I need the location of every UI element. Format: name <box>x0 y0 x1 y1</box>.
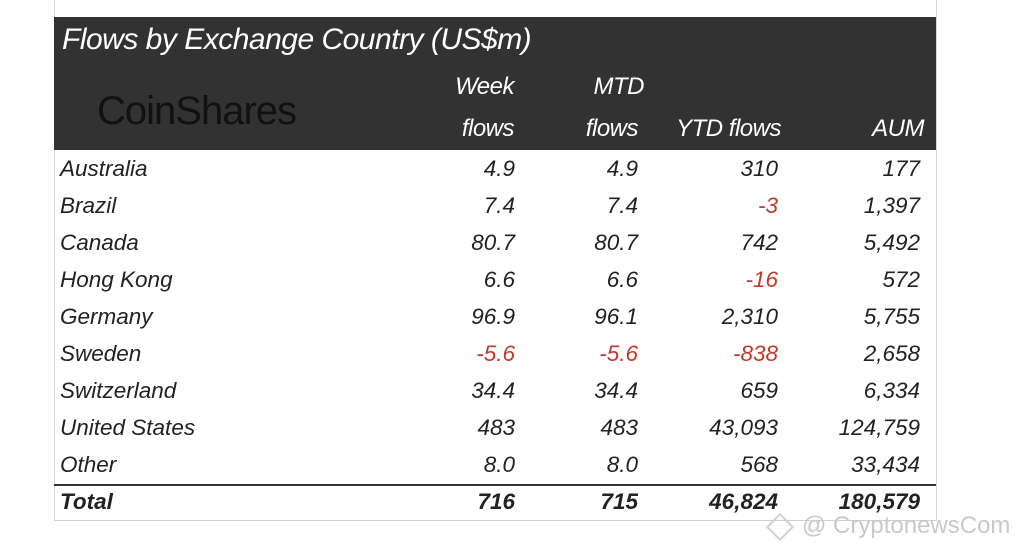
aum-cell: 5,755 <box>863 304 920 329</box>
country-cell: Brazil <box>60 193 117 218</box>
table-header: Flows by Exchange Country (US$m) CoinSha… <box>54 17 936 150</box>
total-divider <box>54 484 936 486</box>
aum-cell: 177 <box>882 156 920 181</box>
ytd-cell: 568 <box>740 452 778 477</box>
header-mtd-1: MTD <box>593 73 645 100</box>
country-cell: Total <box>60 489 113 514</box>
ytd-cell: 742 <box>740 230 778 255</box>
header-aum: AUM <box>872 115 924 142</box>
country-cell: Germany <box>60 304 153 329</box>
week-cell: 8.0 <box>483 452 515 477</box>
week-cell: -5.6 <box>476 341 515 366</box>
table-row: Hong Kong 6.6 6.6 -16 572 <box>54 263 936 300</box>
country-cell: United States <box>60 415 196 440</box>
mtd-cell: 6.6 <box>606 267 638 292</box>
watermark-text: @ CryptonewsCom <box>802 512 1011 539</box>
table-row: Other 8.0 8.0 568 33,434 <box>54 448 936 485</box>
mtd-cell: 80.7 <box>594 230 638 255</box>
country-cell: Switzerland <box>60 378 177 403</box>
mtd-cell: 715 <box>600 489 638 514</box>
aum-cell: 1,397 <box>863 193 920 218</box>
country-cell: Other <box>60 452 117 477</box>
aum-cell: 572 <box>882 267 920 292</box>
week-cell: 483 <box>477 415 515 440</box>
mtd-cell: 483 <box>600 415 638 440</box>
aum-cell: 5,492 <box>863 230 920 255</box>
table-frame <box>54 0 937 521</box>
ytd-cell: -838 <box>732 341 778 366</box>
table-row: Sweden -5.6 -5.6 -838 2,658 <box>54 337 936 374</box>
week-cell: 716 <box>477 489 515 514</box>
table-row: United States 483 483 43,093 124,759 <box>54 411 936 448</box>
mtd-cell: 4.9 <box>606 156 638 181</box>
table-row: Brazil 7.4 7.4 -3 1,397 <box>54 189 936 226</box>
week-cell: 6.6 <box>483 267 515 292</box>
ytd-cell: 43,093 <box>709 415 778 440</box>
week-cell: 4.9 <box>483 156 515 181</box>
week-cell: 96.9 <box>471 304 515 329</box>
country-cell: Australia <box>60 156 148 181</box>
header-week-1: Week <box>455 73 514 100</box>
aum-cell: 33,434 <box>851 452 920 477</box>
ytd-cell: 659 <box>740 378 778 403</box>
ytd-cell: -16 <box>745 267 778 292</box>
ytd-cell: 2,310 <box>721 304 778 329</box>
country-cell: Hong Kong <box>60 267 173 292</box>
ytd-cell: 46,824 <box>709 489 778 514</box>
mtd-cell: 96.1 <box>594 304 638 329</box>
total-row: Total 716 715 46,824 180,579 <box>54 485 936 522</box>
watermark: @ CryptonewsCom <box>765 512 1011 541</box>
ytd-cell: -3 <box>757 193 778 218</box>
table-row: Australia 4.9 4.9 310 177 <box>54 152 936 189</box>
mtd-cell: -5.6 <box>599 341 638 366</box>
week-cell: 7.4 <box>483 193 515 218</box>
week-cell: 80.7 <box>471 230 515 255</box>
mtd-cell: 8.0 <box>606 452 638 477</box>
header-mtd-2: flows <box>585 115 639 142</box>
coinshares-logo: CoinShares <box>97 89 297 133</box>
week-cell: 34.4 <box>471 378 515 403</box>
aum-cell: 180,579 <box>838 489 920 514</box>
aum-cell: 2,658 <box>863 341 920 366</box>
header-week-2: flows <box>461 115 515 142</box>
binance-square-icon <box>765 512 795 541</box>
table-row: Germany 96.9 96.1 2,310 5,755 <box>54 300 936 337</box>
table-row: Switzerland 34.4 34.4 659 6,334 <box>54 374 936 411</box>
country-cell: Canada <box>60 230 139 255</box>
table-row: Canada 80.7 80.7 742 5,492 <box>54 226 936 263</box>
aum-cell: 6,334 <box>863 378 920 403</box>
mtd-cell: 34.4 <box>594 378 638 403</box>
header-ytd: YTD flows <box>676 115 781 142</box>
mtd-cell: 7.4 <box>606 193 638 218</box>
ytd-cell: 310 <box>740 156 778 181</box>
country-cell: Sweden <box>60 341 142 366</box>
table-title: Flows by Exchange Country (US$m) <box>62 23 532 56</box>
aum-cell: 124,759 <box>838 415 920 440</box>
